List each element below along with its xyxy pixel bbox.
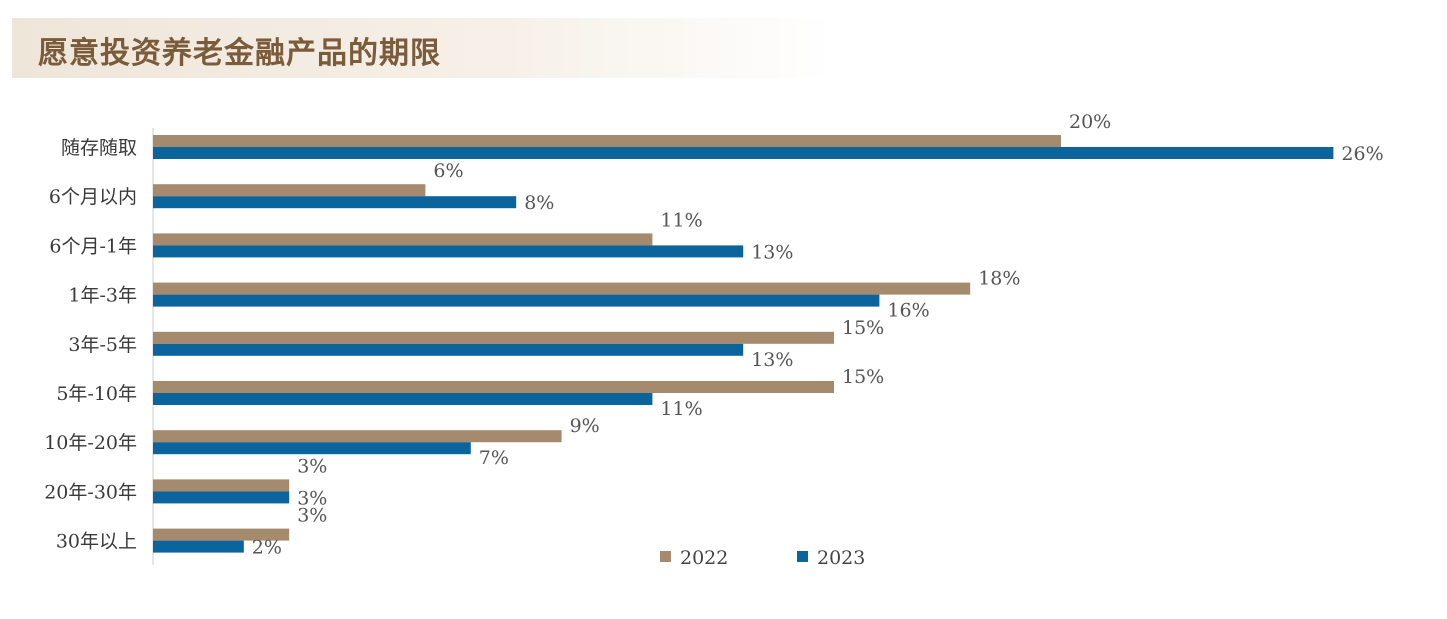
- bar-2022: [153, 282, 971, 295]
- bar-2022: [153, 331, 834, 344]
- title-band: [12, 18, 832, 78]
- category-label: 随存随取: [61, 137, 137, 159]
- data-label: 3%: [297, 487, 327, 509]
- data-label: 16%: [887, 300, 929, 322]
- category-label: 6个月-1年: [49, 235, 137, 257]
- page-title: 愿意投资养老金融产品的期限: [38, 36, 441, 71]
- data-label: 15%: [842, 366, 884, 388]
- data-label: 3%: [297, 505, 327, 527]
- data-label: 18%: [978, 268, 1020, 290]
- data-label: 2%: [252, 537, 282, 559]
- bar-2022: [153, 184, 426, 197]
- legend-label: 2023: [817, 547, 865, 569]
- bar-2023: [153, 147, 1334, 159]
- legend: 2022 2023: [660, 547, 865, 569]
- legend-label: 2022: [680, 547, 728, 569]
- bar-2022: [153, 528, 290, 541]
- bar-2023: [153, 294, 880, 307]
- category-label: 1年-3年: [68, 285, 137, 307]
- bar-2023: [153, 245, 744, 258]
- bar-2023: [153, 442, 471, 455]
- category-label: 20年-30年: [44, 481, 137, 503]
- data-label: 8%: [524, 192, 554, 214]
- bar-2022: [153, 479, 290, 492]
- data-label: 11%: [660, 398, 702, 420]
- data-label: 13%: [751, 241, 793, 263]
- legend-swatch: [660, 551, 671, 562]
- category-label: 30年以上: [56, 531, 137, 553]
- category-label: 6个月以内: [49, 186, 137, 208]
- bar-2023: [153, 343, 744, 356]
- bar-2022: [153, 233, 653, 246]
- category-label: 10年-20年: [44, 432, 137, 454]
- category-label: 5年-10年: [56, 383, 137, 405]
- bar-2022: [153, 381, 834, 393]
- data-label: 13%: [751, 349, 793, 371]
- bar-2022: [153, 430, 562, 443]
- data-label: 11%: [660, 209, 702, 231]
- bar-2023: [153, 393, 653, 405]
- legend-swatch: [797, 551, 808, 562]
- bar-2023: [153, 540, 244, 553]
- data-label: 20%: [1069, 111, 1111, 133]
- category-label: 3年-5年: [68, 334, 137, 356]
- data-label: 7%: [479, 447, 509, 469]
- data-label: 15%: [842, 317, 884, 339]
- bar-2023: [153, 491, 290, 504]
- data-label: 26%: [1341, 143, 1383, 165]
- bar-2023: [153, 196, 517, 209]
- bar-2022: [153, 135, 1061, 147]
- data-label: 3%: [297, 455, 327, 477]
- data-label: 6%: [433, 160, 463, 182]
- data-label: 9%: [570, 415, 600, 437]
